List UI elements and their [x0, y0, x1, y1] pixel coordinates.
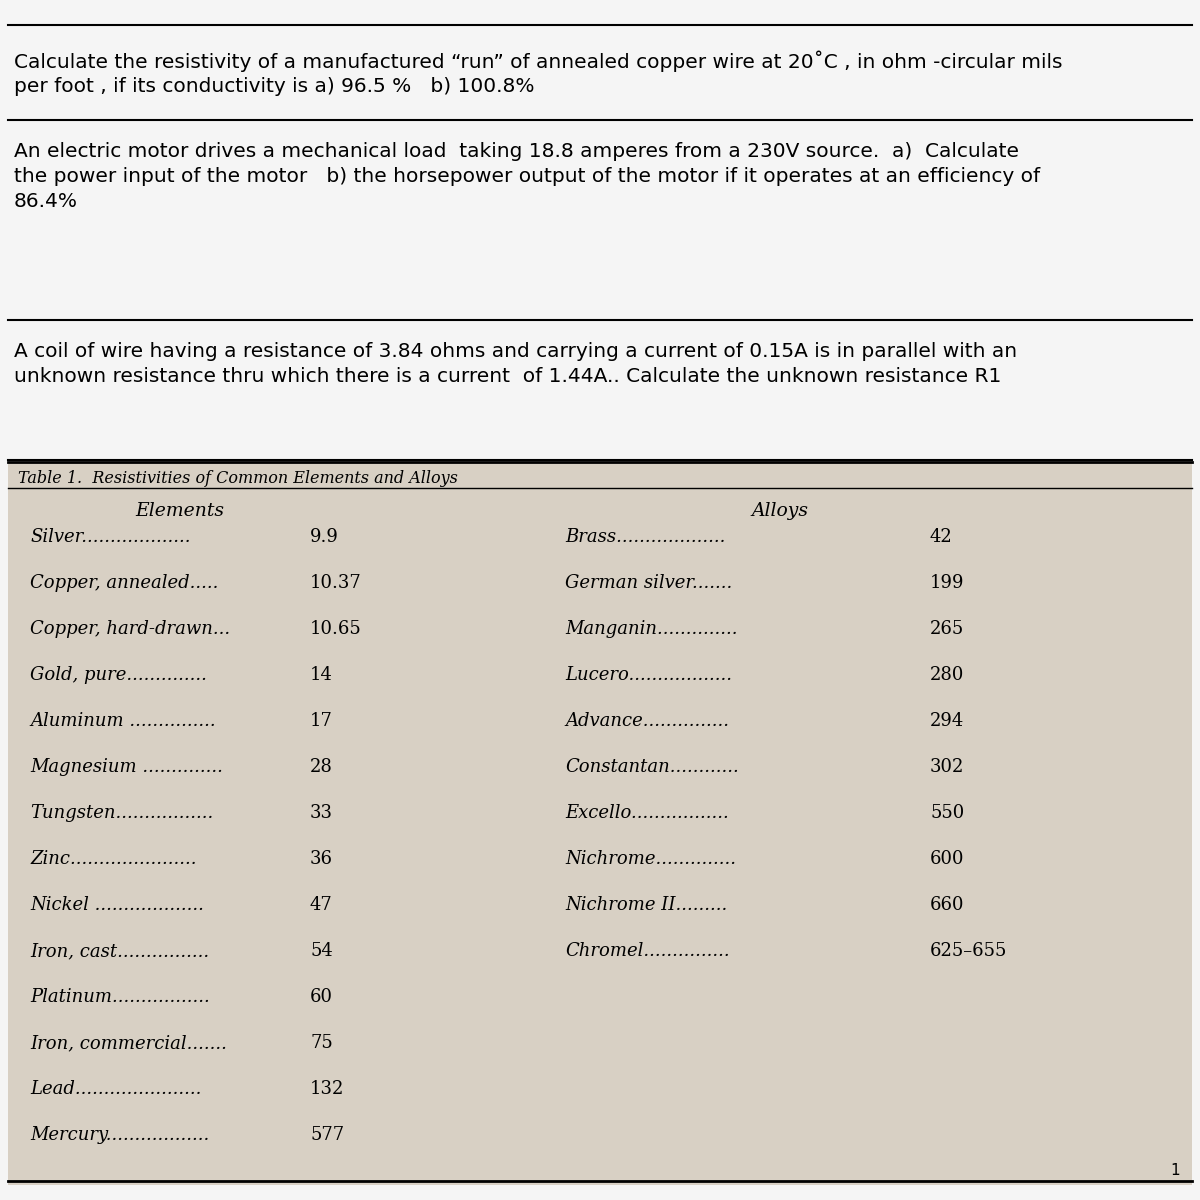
- Text: Nichrome II.........: Nichrome II.........: [565, 896, 727, 914]
- Text: 600: 600: [930, 850, 965, 868]
- Text: Copper, annealed.....: Copper, annealed.....: [30, 574, 218, 592]
- Text: 28: 28: [310, 758, 332, 776]
- Text: 1: 1: [1170, 1163, 1180, 1178]
- Text: Gold, pure..............: Gold, pure..............: [30, 666, 206, 684]
- Text: 660: 660: [930, 896, 965, 914]
- Text: 60: 60: [310, 988, 334, 1006]
- Text: Manganin..............: Manganin..............: [565, 620, 738, 638]
- Text: Alloys: Alloys: [751, 502, 809, 520]
- Text: Mercury..................: Mercury..................: [30, 1126, 209, 1144]
- Text: 47: 47: [310, 896, 332, 914]
- Text: Aluminum ...............: Aluminum ...............: [30, 712, 216, 730]
- Text: Magnesium ..............: Magnesium ..............: [30, 758, 223, 776]
- Text: Nichrome..............: Nichrome..............: [565, 850, 736, 868]
- Text: Lucero..................: Lucero..................: [565, 666, 732, 684]
- Text: 33: 33: [310, 804, 334, 822]
- Text: 280: 280: [930, 666, 965, 684]
- Text: 132: 132: [310, 1080, 344, 1098]
- Text: 10.65: 10.65: [310, 620, 361, 638]
- Text: 14: 14: [310, 666, 332, 684]
- Text: Copper, hard-drawn...: Copper, hard-drawn...: [30, 620, 230, 638]
- Text: Calculate the resistivity of a manufactured “run” of annealed copper wire at 20˚: Calculate the resistivity of a manufactu…: [14, 50, 1062, 96]
- Text: Lead......................: Lead......................: [30, 1080, 202, 1098]
- Text: Platinum.................: Platinum.................: [30, 988, 210, 1006]
- Text: 36: 36: [310, 850, 334, 868]
- Text: Zinc......................: Zinc......................: [30, 850, 197, 868]
- Text: Elements: Elements: [136, 502, 224, 520]
- Text: Constantan............: Constantan............: [565, 758, 739, 776]
- Text: German silver.......: German silver.......: [565, 574, 732, 592]
- Text: 577: 577: [310, 1126, 344, 1144]
- Text: 10.37: 10.37: [310, 574, 361, 592]
- Text: Nickel ...................: Nickel ...................: [30, 896, 204, 914]
- Text: 75: 75: [310, 1034, 332, 1052]
- Text: 550: 550: [930, 804, 965, 822]
- Text: 17: 17: [310, 712, 332, 730]
- Text: 199: 199: [930, 574, 965, 592]
- Text: 42: 42: [930, 528, 953, 546]
- Text: 265: 265: [930, 620, 965, 638]
- Text: Excello.................: Excello.................: [565, 804, 728, 822]
- Text: Chromel...............: Chromel...............: [565, 942, 730, 960]
- Text: Iron, cast................: Iron, cast................: [30, 942, 209, 960]
- Text: Brass...................: Brass...................: [565, 528, 725, 546]
- Text: Advance...............: Advance...............: [565, 712, 730, 730]
- Text: 302: 302: [930, 758, 965, 776]
- Text: Tungsten.................: Tungsten.................: [30, 804, 214, 822]
- Text: An electric motor drives a mechanical load  taking 18.8 amperes from a 230V sour: An electric motor drives a mechanical lo…: [14, 142, 1040, 211]
- Text: 54: 54: [310, 942, 332, 960]
- Text: Silver...................: Silver...................: [30, 528, 191, 546]
- Text: A coil of wire having a resistance of 3.84 ohms and carrying a current of 0.15A : A coil of wire having a resistance of 3.…: [14, 342, 1018, 386]
- Text: 9.9: 9.9: [310, 528, 338, 546]
- Text: 625–655: 625–655: [930, 942, 1007, 960]
- Text: 294: 294: [930, 712, 965, 730]
- Text: Iron, commercial.......: Iron, commercial.......: [30, 1034, 227, 1052]
- Text: Table 1.  Resistivities of Common Elements and Alloys: Table 1. Resistivities of Common Element…: [18, 470, 458, 487]
- FancyBboxPatch shape: [8, 462, 1192, 1186]
